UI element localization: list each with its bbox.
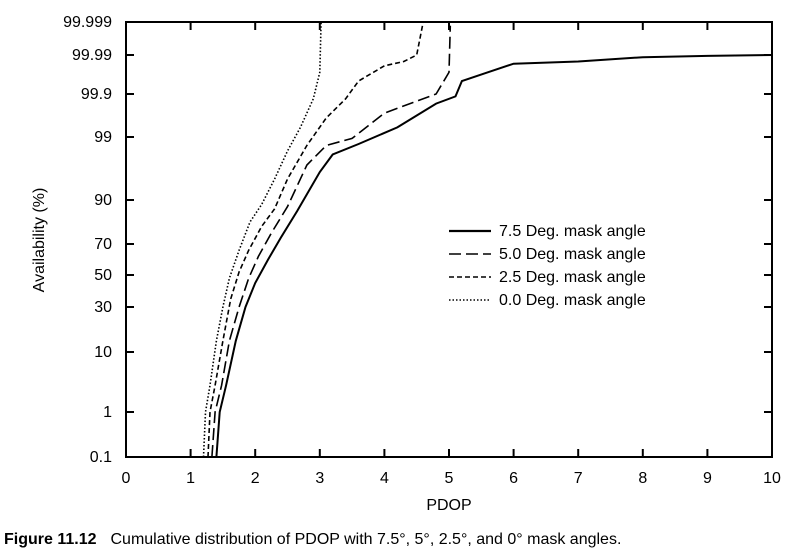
y-tick: 10: [94, 344, 772, 361]
y-tick-label: 70: [94, 236, 112, 253]
x-tick: 10: [763, 22, 781, 487]
x-tick: 3: [315, 22, 324, 487]
x-tick-label: 8: [638, 470, 647, 487]
x-tick-label: 6: [509, 470, 518, 487]
x-tick-label: 7: [574, 470, 583, 487]
x-axis-label: PDOP: [426, 497, 471, 514]
y-tick-label: 99.9: [81, 86, 112, 103]
series-lines: [202, 21, 773, 458]
y-tick-label: 10: [94, 344, 112, 361]
x-axis-ticks: 0 1 2 3 4 5 6 7 8 9 10: [122, 22, 781, 487]
chart-legend: 7.5 Deg. mask angle 5.0 Deg. mask angle 2.…: [449, 223, 646, 309]
legend-label: 2.5 Deg. mask angle: [499, 269, 646, 286]
x-tick: 7: [574, 22, 583, 487]
y-tick: 90: [94, 192, 772, 209]
y-tick-label: 50: [94, 267, 112, 284]
x-tick: 8: [638, 22, 647, 487]
y-axis-ticks: 0.1 1 10 30 50 70 90 99 99.9 99.99 99.999: [63, 14, 772, 466]
legend-entry: 5.0 Deg. mask angle: [449, 246, 646, 263]
x-tick-label: 9: [703, 470, 712, 487]
y-tick-label: 99.99: [72, 47, 112, 64]
x-tick-label: 3: [315, 470, 324, 487]
plot-area-frame: [125, 21, 773, 458]
legend-label: 7.5 Deg. mask angle: [499, 223, 646, 240]
x-tick-label: 0: [122, 470, 131, 487]
x-tick: 0: [122, 22, 131, 487]
x-tick-label: 2: [251, 470, 260, 487]
y-tick: 99: [94, 129, 772, 146]
x-tick: 9: [703, 22, 712, 487]
y-tick: 30: [94, 299, 772, 316]
series-line-3: [202, 21, 322, 458]
y-tick: 70: [94, 236, 772, 253]
y-tick-label: 30: [94, 299, 112, 316]
x-tick-label: 5: [445, 470, 454, 487]
y-tick-label: 90: [94, 192, 112, 209]
legend-label: 5.0 Deg. mask angle: [499, 246, 646, 263]
x-tick-label: 4: [380, 470, 389, 487]
x-tick: 4: [380, 22, 389, 487]
y-tick-label: 99: [94, 129, 112, 146]
series-line-1: [211, 25, 452, 458]
x-tick-label: 1: [186, 470, 195, 487]
x-tick: 6: [509, 22, 518, 487]
y-tick-label: 1: [103, 404, 112, 421]
pdop-availability-chart: 0 1 2 3 4 5 6 7 8 9 10 0.1110305070909999.999.9999…: [31, 14, 781, 514]
legend-entry: 0.0 Deg. mask angle: [449, 292, 646, 309]
legend-entry: 7.5 Deg. mask angle: [449, 223, 646, 240]
figure-caption: Figure 11.12 Cumulative distribution of P…: [4, 531, 621, 549]
series-line-2: [207, 21, 424, 458]
x-tick: 1: [186, 22, 195, 487]
figure-number: Figure 11.12: [4, 531, 97, 548]
x-tick: 5: [445, 22, 454, 487]
y-tick: 1: [103, 404, 772, 421]
y-tick: 99.999: [63, 14, 772, 31]
y-tick-label: 0.1: [90, 449, 112, 466]
y-tick: 99.99: [72, 47, 772, 64]
y-tick-label: 99.999: [63, 14, 112, 31]
legend-label: 0.0 Deg. mask angle: [499, 292, 646, 309]
x-tick-label: 10: [763, 470, 781, 487]
x-tick: 2: [251, 22, 260, 487]
caption-text: Cumulative distribution of PDOP with 7.5…: [110, 531, 622, 548]
series-line-0: [215, 54, 773, 458]
y-tick: 50: [94, 267, 772, 284]
y-tick: 0.1: [90, 449, 772, 466]
y-tick: 99.9: [81, 86, 772, 103]
legend-entry: 2.5 Deg. mask angle: [449, 269, 646, 286]
y-axis-label: Availability (%): [31, 188, 48, 293]
